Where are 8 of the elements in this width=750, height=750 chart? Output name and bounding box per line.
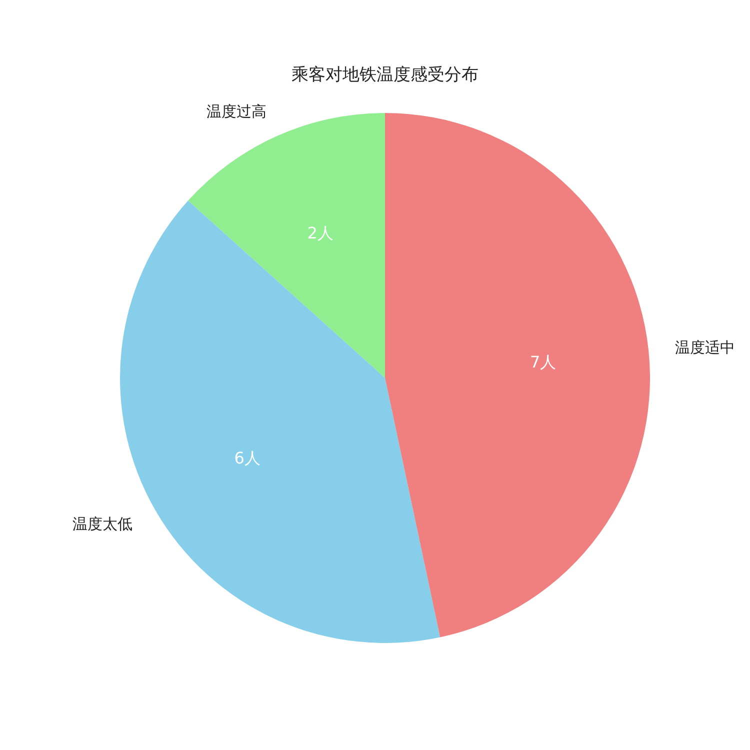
data-label: 2人: [307, 224, 334, 243]
slice-label: 温度太低: [72, 514, 133, 533]
slice-label: 温度过高: [206, 102, 266, 121]
data-label: 7人: [530, 352, 556, 372]
pie-slice: [385, 113, 650, 638]
data-label: 6人: [234, 448, 260, 468]
chart-title: 乘客对地铁温度感受分布: [292, 65, 478, 85]
slice-label: 温度适中: [674, 338, 735, 357]
